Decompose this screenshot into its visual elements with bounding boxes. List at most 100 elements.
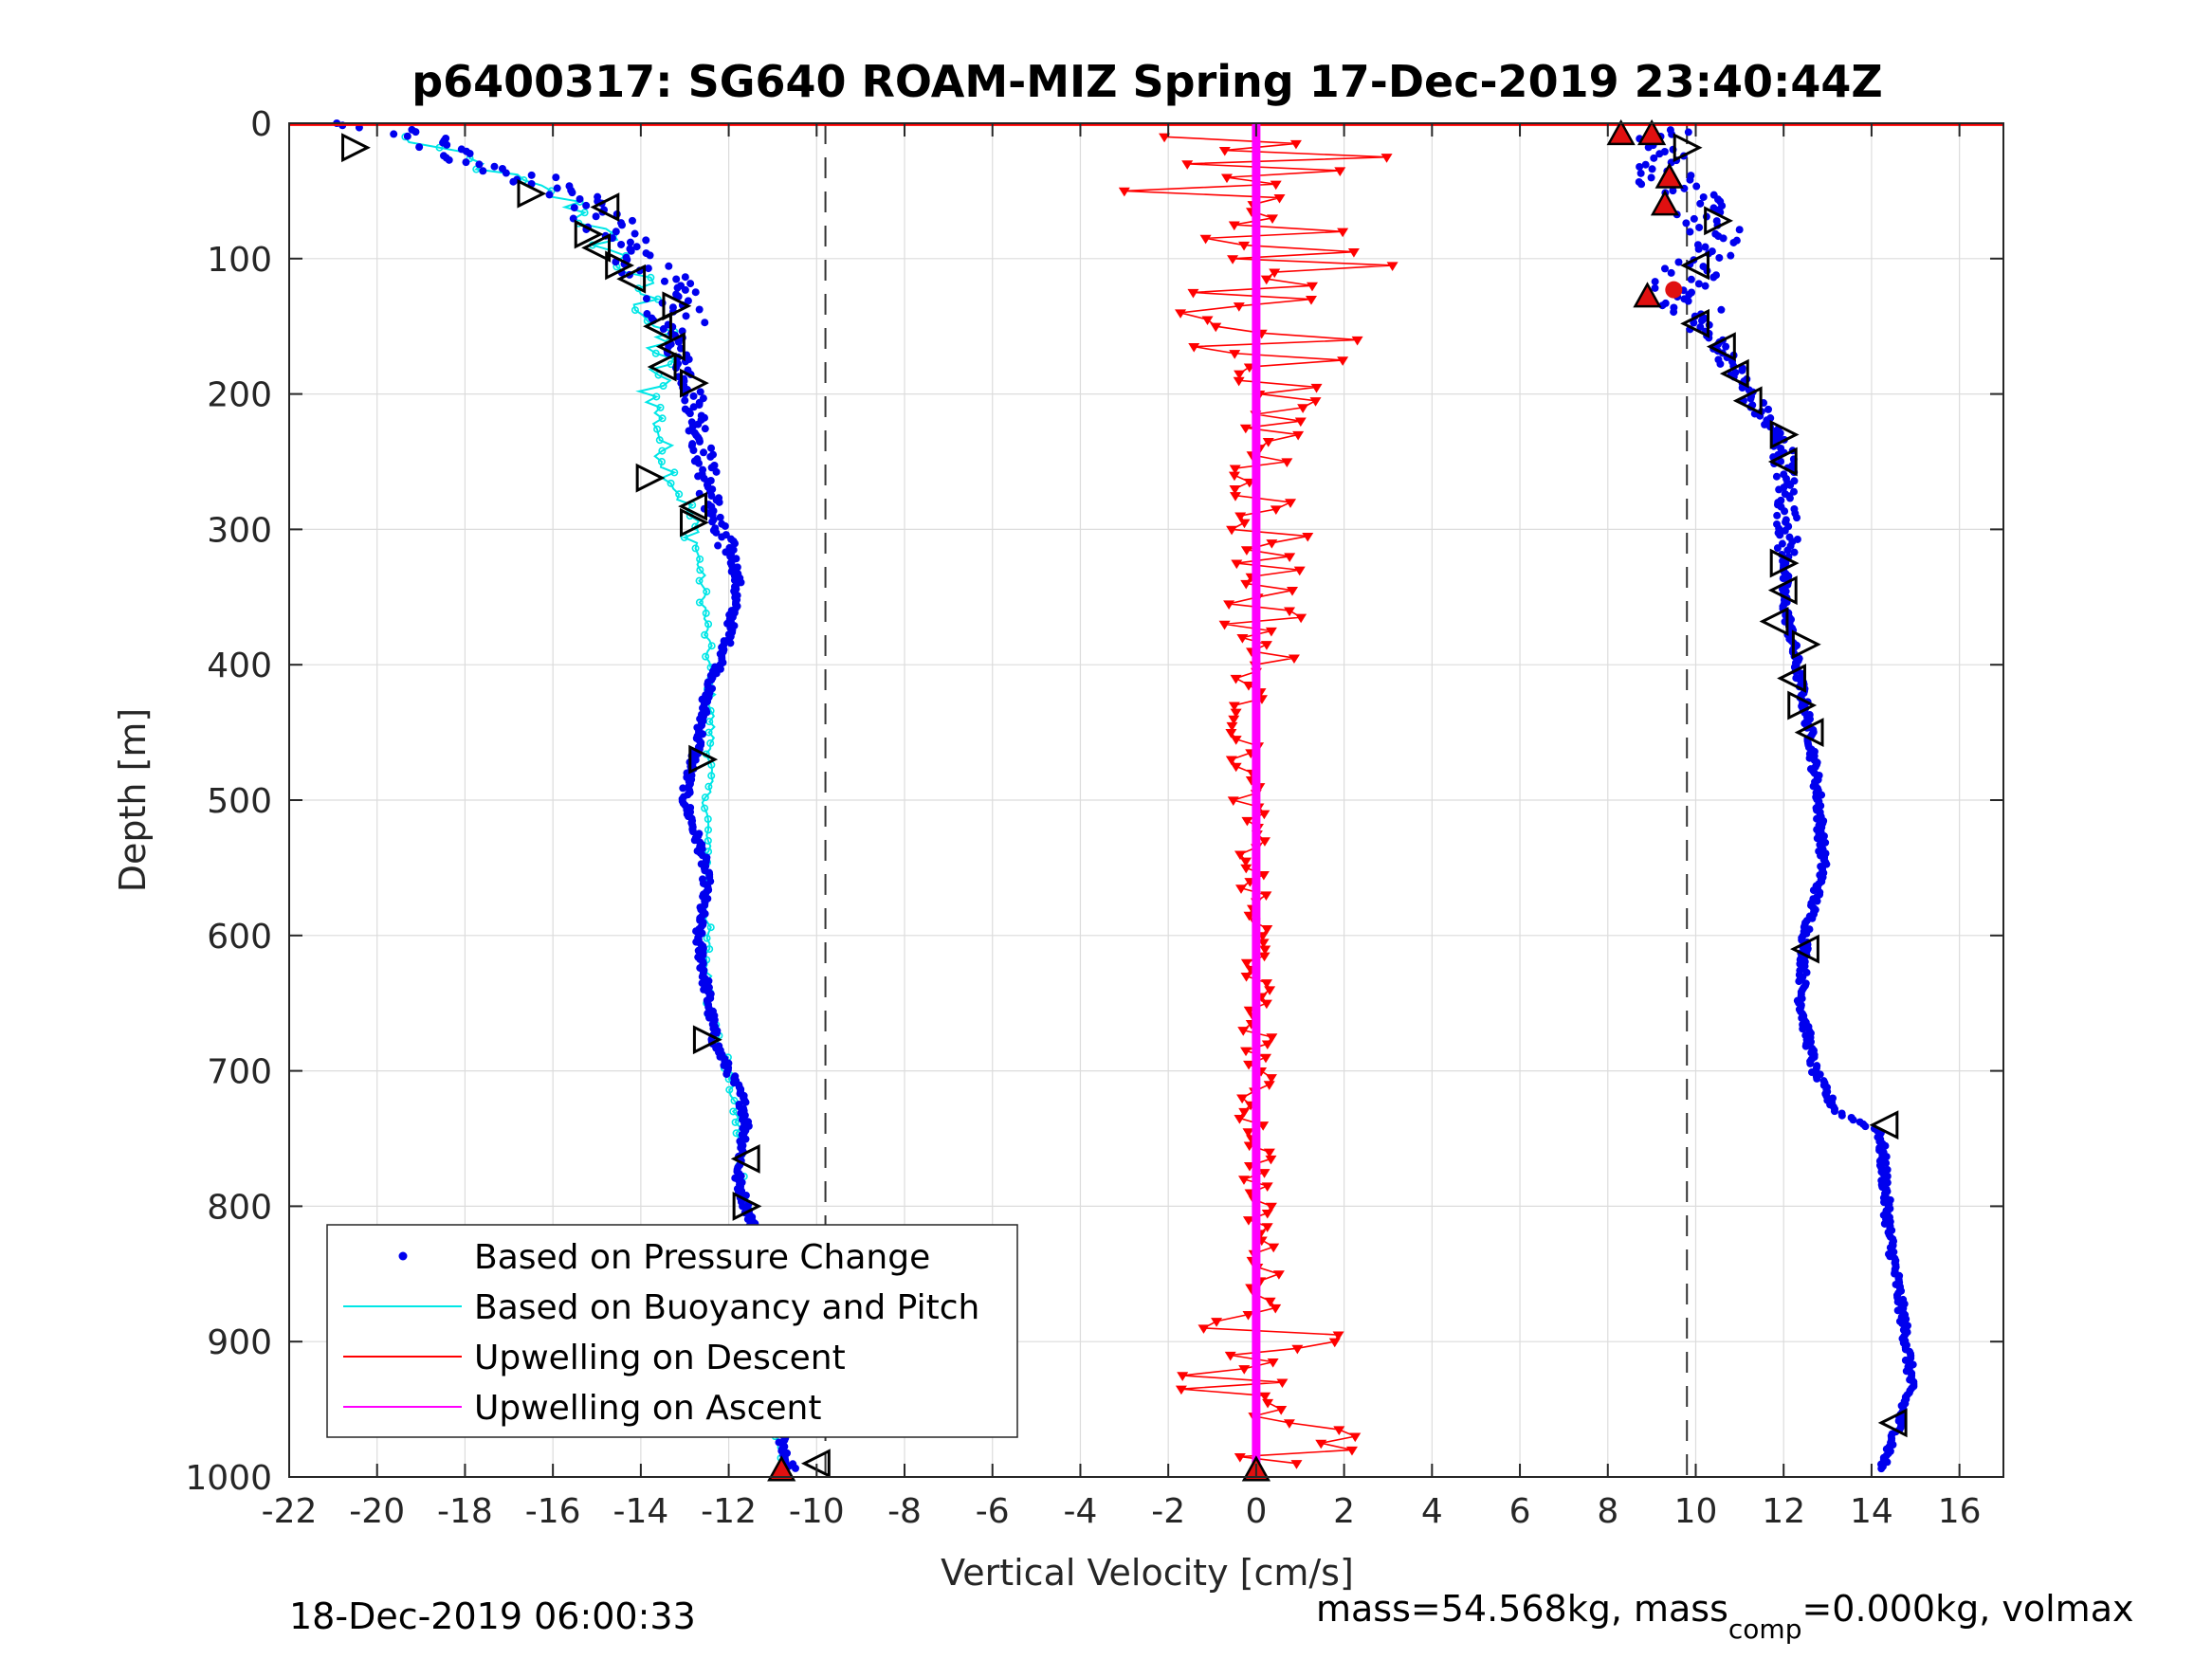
pressure-point [1783,546,1792,555]
pressure-point [686,280,695,288]
buoyancy-point [706,923,715,932]
descent-point [1237,1176,1250,1185]
descent-point [1229,484,1241,495]
descent-point [1199,234,1212,245]
descent-point [1261,1040,1273,1050]
descent-point [1295,613,1307,624]
buoyancy-point [658,414,667,423]
pressure-point [568,189,576,197]
descent-point [1275,1406,1288,1415]
turn-marker-triangle [688,744,719,775]
pressure-point [1669,187,1677,195]
legend-label-pressure: Based on Pressure Change [474,1238,930,1277]
descent-point [1263,1081,1275,1090]
y-tick-label: 800 [207,1188,272,1227]
turn-marker-triangle [1759,607,1789,636]
descent-point [1337,228,1349,238]
pressure-point [1776,531,1784,539]
pressure-point [1806,1059,1815,1067]
pressure-point [1773,544,1782,553]
pressure-point [1684,128,1692,137]
pressure-point [1861,1122,1870,1131]
descent-point [1257,939,1270,948]
pressure-point [1773,511,1782,520]
y-tick-label: 300 [207,511,272,550]
descent-point [1268,1243,1280,1253]
descent-point [1211,1318,1223,1327]
descent-point [1261,979,1273,989]
descent-point [1294,417,1307,428]
descent-point [1284,553,1296,562]
turn-marker-triangle [680,368,709,398]
pressure-point [689,392,698,400]
pressure-point [1727,251,1735,260]
pressure-point [490,162,499,171]
descent-point [1118,187,1130,197]
descent-point [1240,973,1252,982]
pressure-point [1715,253,1724,262]
pressure-point [527,171,536,179]
turn-marker-triangle [1680,250,1709,281]
pressure-point [726,639,735,647]
pressure-point [1746,394,1755,403]
descent-point [1228,471,1240,482]
legend-swatch-pressure [398,1251,408,1261]
turn-marker-triangle [1767,575,1798,606]
pressure-point [1647,173,1655,182]
descent-point [1351,336,1363,346]
descent-point [1223,600,1235,610]
pressure-point [1799,1025,1807,1033]
descent-point [1345,1446,1358,1456]
descent-point [1220,173,1233,184]
descent-point [1234,370,1246,380]
buoyancy-point [658,447,667,455]
pressure-point [502,169,510,177]
pressure-point [1637,180,1646,189]
buoyancy-point [675,490,684,499]
buoyancy-point [706,739,715,748]
pressure-point [708,518,717,526]
pressure-point [696,388,704,396]
pressure-point [646,251,654,260]
pressure-point [1795,977,1803,986]
pressure-point [681,396,689,405]
descent-point [1234,1114,1246,1124]
pressure-point [1849,1116,1857,1124]
descent-point [1297,404,1309,413]
buoyancy-point [667,479,675,487]
pressure-point [1790,548,1799,556]
red-up-triangle [1606,118,1636,146]
x-tick-label: -20 [349,1492,405,1531]
pressure-point [1716,359,1725,368]
red-dot [1665,281,1683,299]
descent-point [1175,1385,1187,1395]
descent-point [1229,350,1241,359]
turn-marker-triangle [730,1143,760,1174]
buoyancy-point [656,403,665,411]
buoyancy-point [657,457,666,465]
pressure-point [1709,273,1718,282]
legend-label-buoyancy: Based on Buoyancy and Pitch [474,1288,979,1327]
pressure-point [1813,814,1821,823]
pressure-point [411,128,420,137]
descent-point [1218,146,1231,156]
turn-marker-triangle [1732,386,1763,416]
pressure-point [1636,169,1645,177]
turn-marker-triangle [1790,934,1819,964]
descent-point [1228,702,1240,712]
buoyancy-point [731,1118,740,1126]
pressure-point [475,160,484,169]
pressure-point [1729,238,1738,246]
descent-point [1264,1297,1276,1307]
pressure-point [1883,1178,1892,1187]
y-tick-label: 100 [207,241,272,280]
descent-point [1309,397,1322,407]
pressure-point [686,410,694,418]
descent-point [1237,1027,1250,1036]
pressure-point [509,177,518,186]
pressure-point [674,292,683,301]
pressure-point [1719,234,1728,243]
buoyancy-point [655,436,664,445]
descent-point [1291,1344,1304,1355]
